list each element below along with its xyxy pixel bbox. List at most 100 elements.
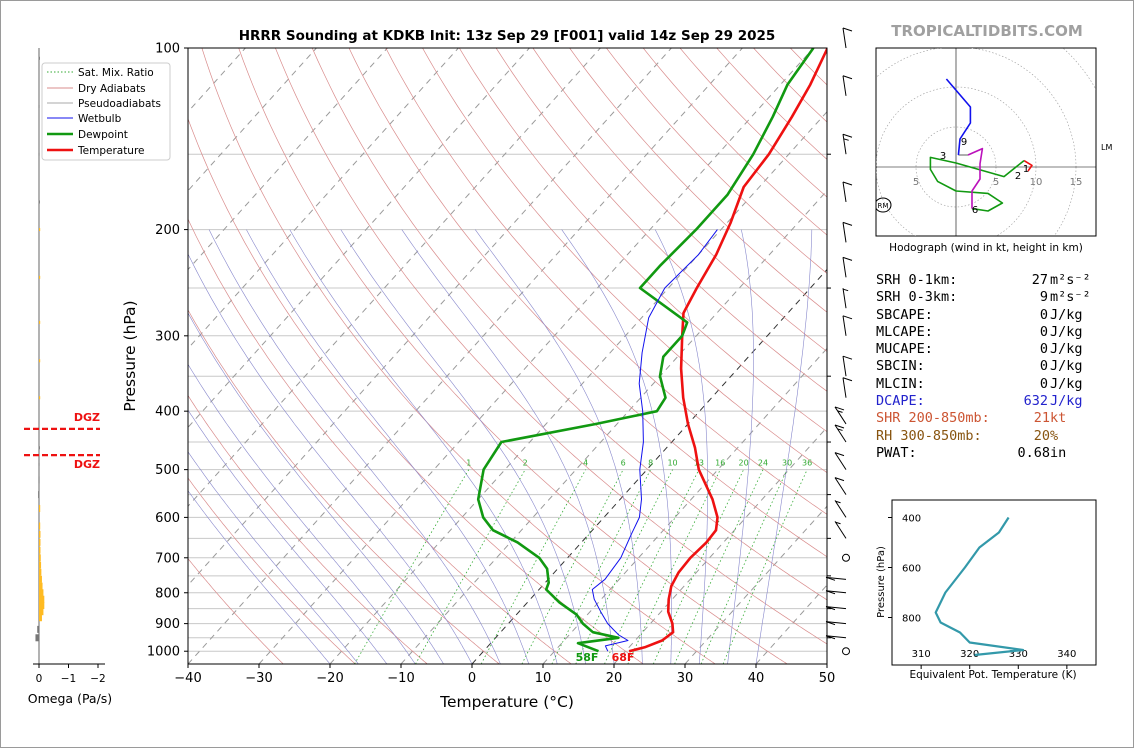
- omega-bar: [39, 575, 42, 583]
- omega-bar: [39, 546, 41, 554]
- hodograph: 5 5 10 15 12 3 6 9 RM: [876, 48, 1096, 236]
- stat-row: MUCAPE: 0 J/kg: [876, 341, 1106, 358]
- omega-bar: [38, 152, 40, 156]
- pseudoadiabat-line: [188, 253, 473, 664]
- x-tick-label: 30: [677, 671, 694, 686]
- x-tick-label: −30: [245, 671, 272, 686]
- mixing-ratio-line: [551, 469, 652, 664]
- pseudoadiabat-line: [727, 229, 754, 664]
- x-tick-label: −40: [174, 671, 201, 686]
- mixing-ratio-label: 24: [758, 459, 768, 468]
- wind-barb-feather: [842, 221, 853, 226]
- mixing-ratio-line: [521, 469, 624, 664]
- x-tick-label: −10: [387, 671, 414, 686]
- wind-barb-staff: [842, 222, 847, 243]
- stat-value: 632: [1023, 393, 1048, 410]
- stat-value: 21: [1033, 410, 1050, 427]
- stat-label: PWAT:: [876, 444, 917, 461]
- wind-barb-feather: [842, 315, 853, 320]
- stat-label: MLCAPE:: [876, 323, 933, 340]
- theta-e-y-axis-label: Pressure (hPa): [876, 546, 887, 618]
- pseudoadiabat-line: [401, 229, 615, 664]
- wind-barb-staff: [842, 134, 847, 155]
- mixing-ratio-label: 10: [667, 459, 677, 468]
- hodograph-segment: [929, 156, 1025, 212]
- skewt-y-axis-label: Pressure (hPa): [121, 300, 139, 411]
- wind-barb-feather: [842, 27, 853, 32]
- omega-bar: [39, 522, 41, 530]
- stat-label: SRH 0-3km:: [876, 289, 958, 306]
- dry-adiabat-line: [188, 477, 356, 664]
- x-tick-label: 10: [535, 671, 552, 686]
- skewt-x-axis-label: Temperature (°C): [439, 693, 574, 711]
- stat-row: SRH 0-1km: 27 m²s⁻²: [876, 272, 1106, 289]
- wind-barb-feather: [825, 590, 836, 595]
- stat-unit: m²s⁻²: [1050, 289, 1091, 306]
- hodograph-ring-label: 10: [1030, 177, 1043, 188]
- mixing-ratio-line: [700, 469, 788, 664]
- mixing-ratio-line: [674, 469, 764, 664]
- dry-adiabat-line: [188, 117, 644, 664]
- mixing-ratio-label: 16: [715, 459, 725, 468]
- stat-row: SHR 200-850mb: 21 kt: [876, 410, 1106, 427]
- stat-unit: J/kg: [1050, 393, 1083, 410]
- stat-value: 9: [1039, 289, 1048, 306]
- y-tick-label: 700: [155, 551, 180, 566]
- omega-bar: [39, 614, 42, 622]
- legend-dewpoint: Dewpoint: [78, 129, 128, 141]
- stat-unit: J/kg: [1050, 341, 1083, 358]
- dgz-bottom-label: DGZ: [74, 458, 100, 471]
- stat-label: MLCIN:: [876, 375, 925, 392]
- theta-x-tick-label: 340: [1057, 649, 1076, 660]
- omega-bar: [39, 595, 45, 603]
- dry-adiabat-line: [348, 48, 827, 558]
- wind-barb-feather: [825, 635, 836, 640]
- mixing-ratio-label: 1: [466, 459, 471, 468]
- wind-barb-staff: [842, 356, 847, 377]
- dry-adiabat-line: [188, 309, 500, 664]
- x-tick-label: 50: [819, 671, 836, 686]
- wind-barb-feather: [834, 452, 845, 457]
- omega-bar: [39, 561, 42, 569]
- wind-barb-half-feather: [843, 138, 849, 141]
- stat-row: SBCAPE: 0 J/kg: [876, 307, 1106, 324]
- mixing-ratio-label: 4: [583, 459, 588, 468]
- pseudoadiabat-line: [188, 363, 416, 664]
- omega-tick-label: −2: [90, 673, 105, 685]
- stat-value: 0: [1039, 306, 1048, 323]
- omega-bar: [39, 608, 44, 616]
- omega-bar: [39, 602, 45, 610]
- wind-barb-feather: [825, 606, 836, 611]
- pseudoadiabat-line: [755, 229, 813, 664]
- y-tick-label: 900: [155, 617, 180, 632]
- wind-barb-staff: [842, 75, 847, 96]
- pseudoadiabat-line: [188, 409, 388, 664]
- hodograph-height-label: 6: [972, 205, 978, 216]
- stat-value: 20: [1033, 427, 1050, 444]
- wind-barb-staff: [834, 452, 847, 470]
- hodograph-frame: [875, 47, 1097, 237]
- wind-barb-staff: [842, 181, 847, 203]
- stat-label: DCAPE:: [876, 393, 925, 410]
- mixing-ratio-line: [354, 469, 470, 664]
- calm-wind-circle: [842, 553, 850, 562]
- wind-barb-feather: [842, 256, 853, 261]
- dry-adiabat-line: [188, 218, 572, 664]
- pseudoadiabat-line: [289, 229, 558, 664]
- wind-barb-staff: [825, 621, 847, 625]
- omega-bar: [38, 56, 40, 60]
- stat-label: SRH 0-1km:: [876, 272, 958, 288]
- y-tick-label: 300: [155, 329, 180, 344]
- wind-barb-feather: [834, 424, 845, 429]
- omega-bar: [35, 634, 39, 642]
- pseudoadiabat-line: [474, 229, 643, 664]
- omega-tick-label: 0: [36, 673, 43, 685]
- mixing-ratio-line: [604, 469, 700, 664]
- wind-barb-feather: [834, 406, 845, 411]
- hodograph-segment: [945, 78, 972, 156]
- stat-label: SHR 200-850mb:: [876, 410, 990, 427]
- theta-e-x-axis-label: Equivalent Pot. Temperature (K): [909, 669, 1076, 681]
- y-tick-label: 200: [155, 223, 180, 238]
- dry-adiabat-line: [238, 48, 788, 664]
